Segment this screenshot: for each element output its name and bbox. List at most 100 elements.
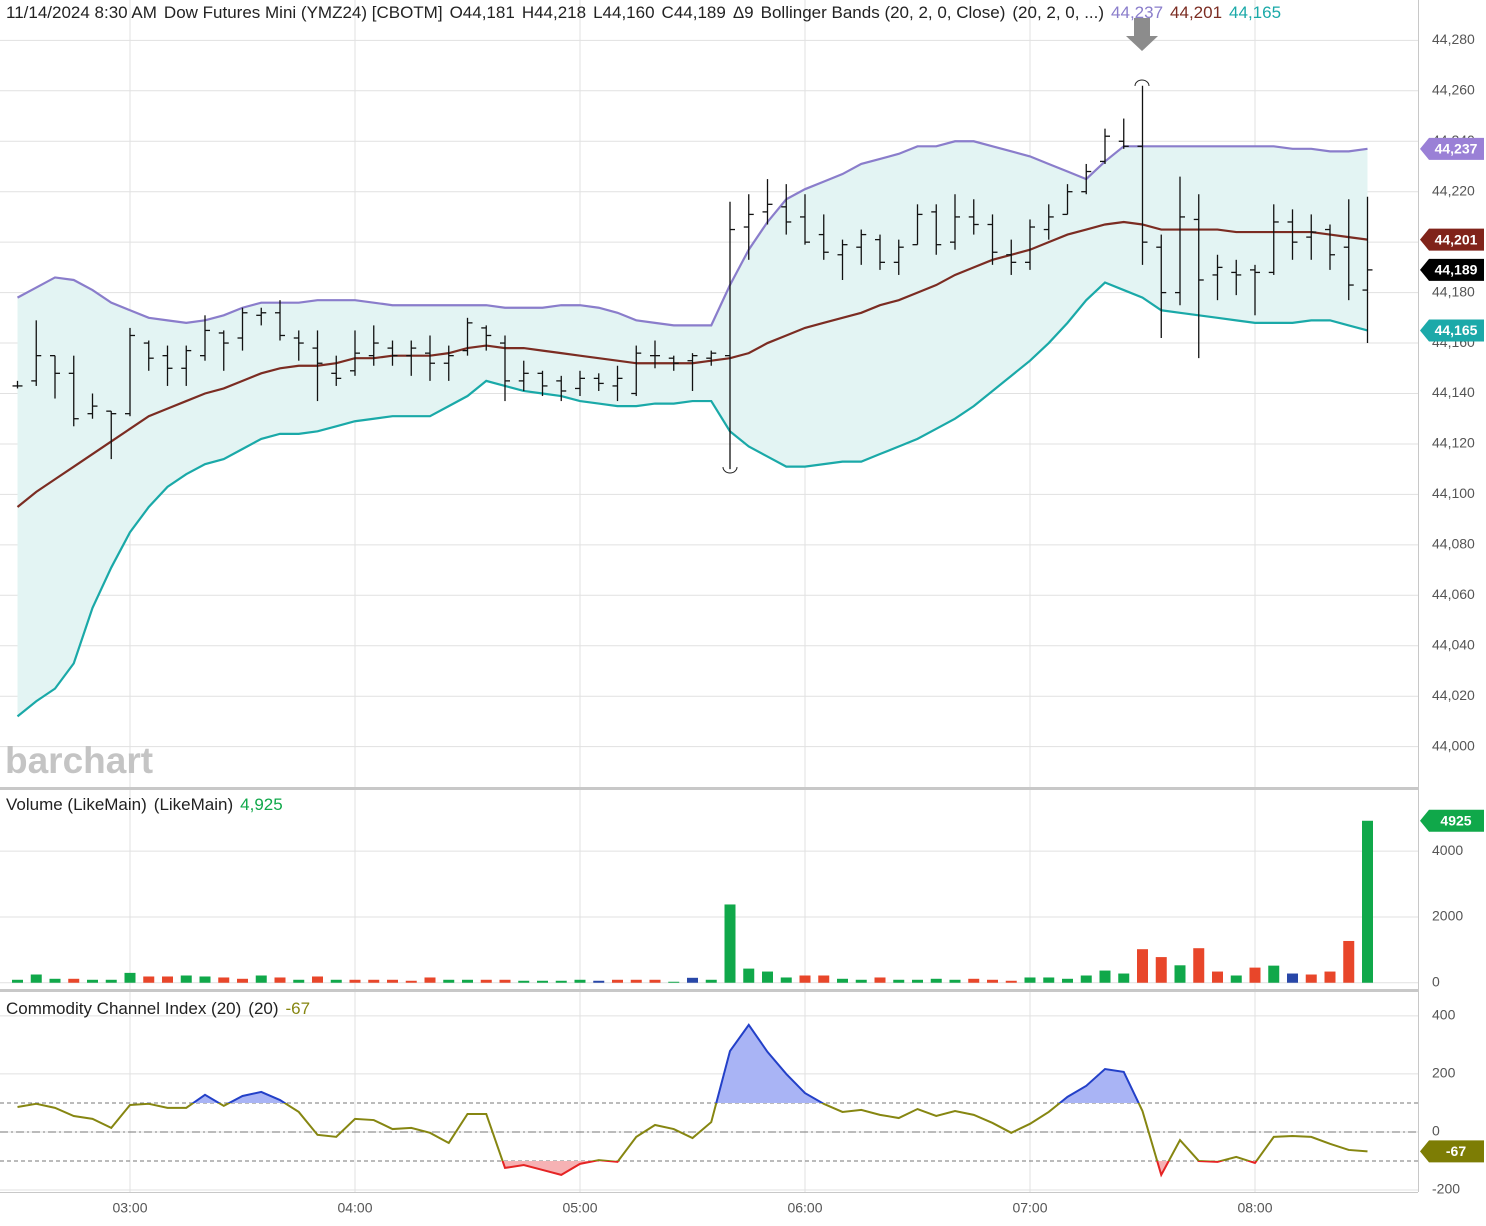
volume-bar bbox=[518, 980, 530, 983]
volume-bar bbox=[1305, 974, 1317, 983]
volume-bar bbox=[855, 979, 867, 983]
params: (20) bbox=[248, 999, 279, 1018]
volume-bar bbox=[555, 980, 567, 983]
volume-bar bbox=[218, 977, 230, 983]
lower-value: 44,165 bbox=[1229, 3, 1282, 22]
volume-bar bbox=[1249, 967, 1261, 983]
volume-bar bbox=[124, 972, 136, 983]
cci-above-fill bbox=[17, 1024, 1368, 1103]
band-fill bbox=[17, 141, 1368, 717]
volume-bar bbox=[68, 978, 80, 983]
y-tick-label: 44,280 bbox=[1432, 31, 1475, 47]
marks bbox=[12, 85, 1373, 1178]
y-tick-label: 44,080 bbox=[1432, 536, 1475, 552]
high: H44,218 bbox=[521, 3, 587, 22]
value: -67 bbox=[285, 999, 311, 1018]
value-badge bbox=[1420, 809, 1484, 832]
params: (LikeMain) bbox=[153, 795, 234, 814]
volume-bar bbox=[687, 977, 698, 983]
volume-bar bbox=[1174, 965, 1186, 983]
volume-bar bbox=[837, 978, 848, 983]
volume-bar bbox=[1362, 820, 1373, 983]
y-tick-label: 44,060 bbox=[1432, 586, 1475, 602]
fills bbox=[17, 141, 1368, 1175]
volume-bar bbox=[274, 977, 286, 983]
volume-bar bbox=[1230, 975, 1242, 983]
volume-bar bbox=[668, 981, 680, 983]
cci-line bbox=[17, 1102, 1368, 1161]
volume-bar bbox=[612, 979, 623, 983]
volume-bar bbox=[649, 979, 661, 983]
study: Bollinger Bands (20, 2, 0, Close) bbox=[760, 3, 1006, 22]
symbol: Dow Futures Mini (YMZ24) [CBOTM] bbox=[163, 3, 443, 22]
volume-bar bbox=[1343, 940, 1355, 983]
volume-bar bbox=[1287, 973, 1298, 983]
volume-bar bbox=[743, 968, 755, 983]
volume-bar bbox=[1043, 977, 1055, 983]
volume-bar bbox=[199, 976, 211, 983]
volume-bar bbox=[1137, 949, 1148, 983]
datetime: 11/14/2024 8:30 AM bbox=[6, 3, 157, 22]
volume-bar bbox=[1024, 977, 1036, 983]
open: O44,181 bbox=[449, 3, 515, 22]
volume-bar bbox=[1193, 948, 1205, 983]
volume-bar bbox=[1155, 957, 1167, 983]
value-badge-label: -67 bbox=[1446, 1143, 1466, 1159]
y-tick-label: 200 bbox=[1432, 1065, 1456, 1081]
watermark: barchart bbox=[5, 740, 153, 781]
cci-line-below bbox=[501, 1160, 1258, 1178]
value-badge bbox=[1420, 228, 1484, 251]
volume-bar bbox=[424, 977, 436, 983]
value-badge-label: 44,165 bbox=[1435, 322, 1478, 338]
header: 11/14/2024 8:30 AM Dow Futures Mini (YMZ… bbox=[6, 3, 1281, 23]
volume-bar bbox=[912, 979, 923, 983]
y-tick-label: 0 bbox=[1432, 973, 1440, 989]
value-badge-label: 44,237 bbox=[1435, 141, 1478, 157]
y-tick-label: -200 bbox=[1432, 1181, 1460, 1197]
volume-bar bbox=[49, 978, 61, 983]
volume-bar bbox=[1324, 971, 1336, 983]
cci-below-fill bbox=[17, 1160, 1368, 1175]
volume-bar bbox=[462, 979, 473, 983]
x-tick-label: 05:00 bbox=[562, 1200, 597, 1216]
volume-bar bbox=[105, 979, 117, 983]
volume-bar bbox=[12, 979, 23, 983]
title: Commodity Channel Index (20) bbox=[6, 999, 242, 1018]
high-marker bbox=[1134, 79, 1150, 87]
volume-bar bbox=[499, 979, 511, 983]
volume-bar bbox=[724, 904, 736, 983]
value-badge-label: 44,189 bbox=[1435, 262, 1478, 278]
value-badge bbox=[1420, 137, 1484, 160]
volume-bar bbox=[1062, 978, 1073, 983]
volume-bar bbox=[630, 979, 642, 983]
low-marker bbox=[722, 466, 738, 474]
volume-bar bbox=[1212, 971, 1223, 983]
value: 4,925 bbox=[240, 795, 283, 814]
cci-title: Commodity Channel Index (20) (20) -67 bbox=[6, 999, 310, 1019]
value-badge bbox=[1420, 258, 1484, 281]
volume-bar bbox=[574, 979, 586, 983]
y-tick-label: 44,120 bbox=[1432, 435, 1475, 451]
study-params: (20, 2, 0, ...) bbox=[1012, 3, 1105, 22]
volume-bar bbox=[818, 975, 830, 983]
volume-bar bbox=[368, 979, 380, 983]
x-tick-label: 08:00 bbox=[1237, 1200, 1272, 1216]
low: L44,160 bbox=[593, 3, 655, 22]
y-tick-label: 44,040 bbox=[1432, 636, 1475, 652]
volume-bar bbox=[480, 979, 492, 983]
volume-bar bbox=[443, 979, 455, 983]
x-tick-label: 07:00 bbox=[1012, 1200, 1047, 1216]
volume-bar bbox=[1080, 975, 1092, 983]
y-tick-label: 44,180 bbox=[1432, 283, 1475, 299]
volume-bar bbox=[349, 979, 361, 983]
volume-bar bbox=[1268, 965, 1280, 983]
volume-bar bbox=[799, 975, 811, 983]
signal-arrow bbox=[1126, 18, 1158, 51]
badges: 44,237 44,201 44,165 44,189 4925 -67 bbox=[1420, 137, 1484, 1163]
volume-bar bbox=[405, 980, 417, 983]
y-tick-label: 4000 bbox=[1432, 842, 1463, 858]
volume-bar bbox=[762, 971, 773, 983]
title: Volume (LikeMain) bbox=[6, 795, 147, 814]
